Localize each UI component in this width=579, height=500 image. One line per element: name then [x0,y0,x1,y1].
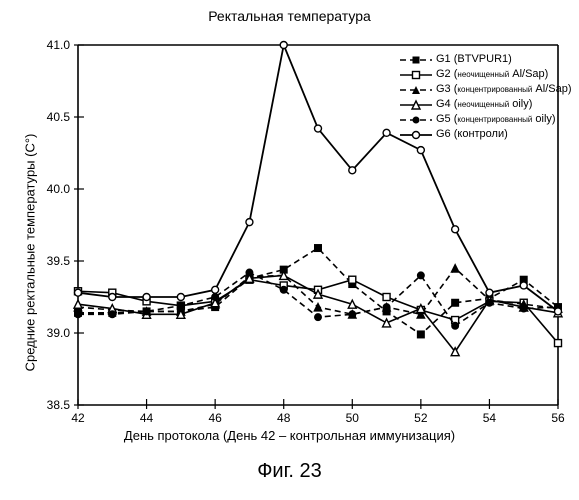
legend-swatch-G4 [400,99,432,111]
y-tick-label: 38.5 [40,398,70,412]
legend-swatch-G3 [400,84,432,96]
y-tick-label: 40.5 [40,110,70,124]
legend-item-G2: G2 (неочищенный Al/Sap) [400,67,572,82]
legend-swatch-G5 [400,114,432,126]
legend-label-G2: G2 (неочищенный Al/Sap) [436,67,548,82]
figure-caption: Фиг. 23 [0,460,579,483]
chart-title: Ректальная температура [0,8,579,24]
legend-label-G5: G5 (концентрированный oily) [436,112,556,127]
legend-item-G6: G6 (контроли) [400,127,572,142]
legend-swatch-G1 [400,54,432,66]
legend-item-G1: G1 (BTVPUR1) [400,52,572,67]
legend-label-G3: G3 (концентрированный Al/Sap) [436,82,572,97]
x-tick-label: 52 [409,411,433,425]
y-tick-label: 39.5 [40,254,70,268]
x-axis-label: День протокола (День 42 – контрольная им… [0,428,579,443]
chart-page: { "title": "Ректальная температура", "yl… [0,0,579,500]
legend-item-G3: G3 (концентрированный Al/Sap) [400,82,572,97]
legend-label-G6: G6 (контроли) [436,127,508,142]
y-tick-label: 41.0 [40,38,70,52]
legend-item-G4: G4 (неочищенный oily) [400,97,572,112]
x-tick-label: 56 [546,411,570,425]
y-axis-label: Средние ректальные температуры (C°) [23,103,38,403]
x-tick-label: 48 [272,411,296,425]
legend-item-G5: G5 (концентрированный oily) [400,112,572,127]
legend-label-G4: G4 (неочищенный oily) [436,97,532,112]
x-tick-label: 44 [135,411,159,425]
y-tick-label: 39.0 [40,326,70,340]
legend-swatch-G6 [400,129,432,141]
x-tick-label: 50 [340,411,364,425]
x-tick-label: 42 [66,411,90,425]
legend-label-G1: G1 (BTVPUR1) [436,52,512,67]
x-tick-label: 54 [477,411,501,425]
legend-swatch-G2 [400,69,432,81]
y-tick-label: 40.0 [40,182,70,196]
x-tick-label: 46 [203,411,227,425]
legend: G1 (BTVPUR1)G2 (неочищенный Al/Sap)G3 (к… [400,52,572,142]
